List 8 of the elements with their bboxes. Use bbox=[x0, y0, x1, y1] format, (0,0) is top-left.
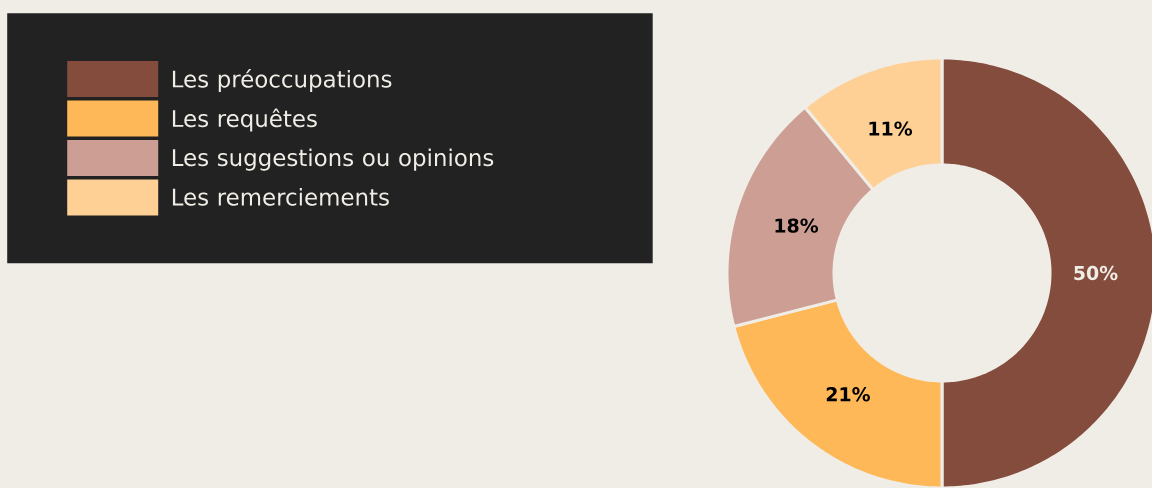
legend-label: Les préoccupations bbox=[172, 69, 392, 93]
data-label: 50% bbox=[1074, 265, 1118, 281]
legend-label: Les remerciements bbox=[172, 187, 389, 206]
data-label: 18% bbox=[775, 218, 819, 233]
data-label: 11% bbox=[869, 121, 913, 136]
legend-label: Les requêtes bbox=[172, 108, 317, 132]
legend-label: Les suggestions ou opinions bbox=[172, 148, 494, 171]
data-label: 21% bbox=[826, 387, 870, 402]
